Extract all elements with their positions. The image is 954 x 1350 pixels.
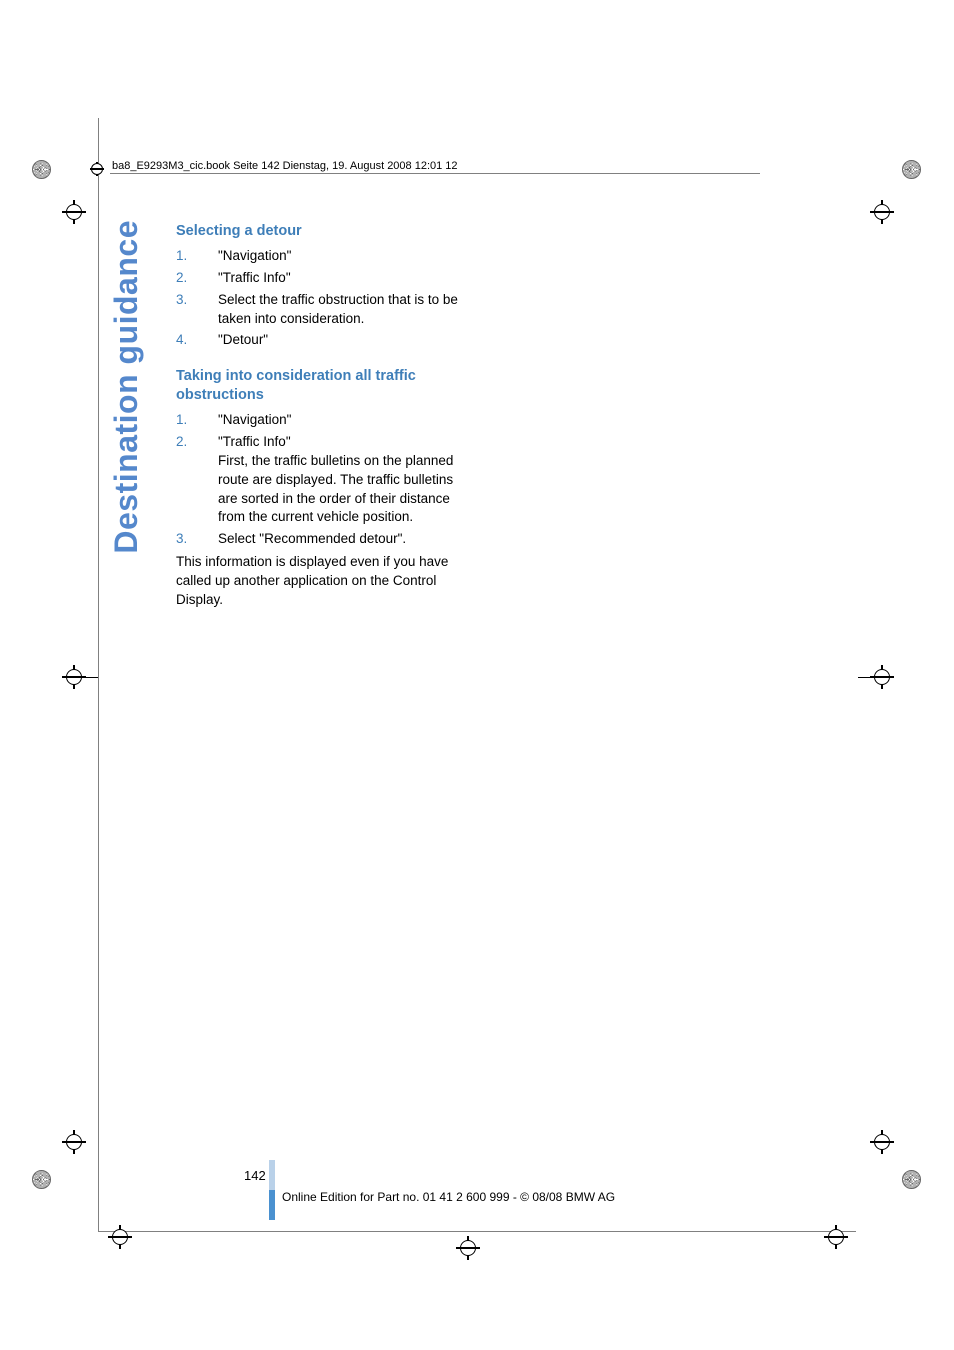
list-item: 1. "Navigation" (176, 247, 476, 266)
section-tab: Destination guidance (108, 220, 145, 554)
crosshair-icon (62, 665, 86, 689)
registration-mark-icon (902, 1170, 921, 1189)
page-bar-dark (269, 1190, 275, 1220)
list-number: 4. (176, 331, 198, 350)
heading-taking-consideration: Taking into consideration all traffic ob… (176, 367, 476, 405)
heading-selecting-detour: Selecting a detour (176, 222, 476, 241)
registration-mark-icon (32, 1170, 51, 1189)
list-item: 2. "Traffic Info" First, the traffic bul… (176, 433, 476, 527)
list-text-main: "Traffic Info" (218, 434, 291, 449)
crosshair-icon (870, 200, 894, 224)
crosshair-icon (62, 1130, 86, 1154)
page-bar-light (269, 1160, 275, 1190)
list-text: "Detour" (198, 331, 476, 350)
list-text: "Traffic Info" (198, 269, 476, 288)
tick-line (86, 677, 98, 678)
list-item: 3. Select "Recommended detour". (176, 530, 476, 549)
list-item: 2. "Traffic Info" (176, 269, 476, 288)
list-text: Select the traffic obstruction that is t… (198, 291, 476, 329)
header-docline: ba8_E9293M3_cic.book Seite 142 Dienstag,… (112, 160, 458, 172)
crosshair-icon (824, 1225, 848, 1249)
crosshair-icon (870, 1130, 894, 1154)
list-number: 3. (176, 530, 198, 549)
list-number: 1. (176, 247, 198, 266)
header-rule (110, 173, 760, 174)
list-item: 4. "Detour" (176, 331, 476, 350)
crosshair-icon (870, 665, 894, 689)
crosshair-icon (108, 1225, 132, 1249)
list-text: "Navigation" (198, 411, 476, 430)
registration-mark-icon (902, 160, 921, 179)
tick-line (858, 677, 870, 678)
crosshair-icon (456, 1236, 480, 1260)
paragraph: This information is displayed even if yo… (176, 553, 476, 610)
list-text-extra: First, the traffic bulletins on the plan… (218, 453, 453, 525)
list-number: 3. (176, 291, 198, 329)
list-text: "Traffic Info" First, the traffic bullet… (198, 433, 476, 527)
list-number: 2. (176, 433, 198, 527)
list-item: 1. "Navigation" (176, 411, 476, 430)
list-text: "Navigation" (198, 247, 476, 266)
list-number: 1. (176, 411, 198, 430)
content-column: Selecting a detour 1. "Navigation" 2. "T… (176, 222, 476, 610)
list-number: 2. (176, 269, 198, 288)
footer-line: Online Edition for Part no. 01 41 2 600 … (282, 1190, 615, 1204)
crosshair-icon (62, 200, 86, 224)
registration-mark-icon (32, 160, 51, 179)
crosshair-small-icon (90, 162, 104, 176)
list-text: Select "Recommended detour". (198, 530, 476, 549)
page-number: 142 (244, 1168, 266, 1183)
list-item: 3. Select the traffic obstruction that i… (176, 291, 476, 329)
